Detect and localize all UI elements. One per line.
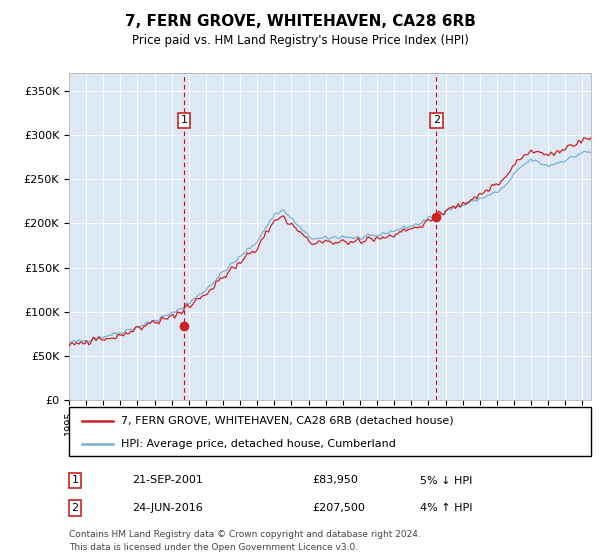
Text: 1: 1	[181, 115, 188, 125]
Text: 2: 2	[71, 503, 79, 513]
Text: HPI: Average price, detached house, Cumberland: HPI: Average price, detached house, Cumb…	[121, 439, 396, 449]
Text: 4% ↑ HPI: 4% ↑ HPI	[420, 503, 473, 513]
Text: This data is licensed under the Open Government Licence v3.0.: This data is licensed under the Open Gov…	[69, 543, 358, 552]
Text: £207,500: £207,500	[312, 503, 365, 513]
FancyBboxPatch shape	[69, 407, 591, 456]
Text: 1: 1	[71, 475, 79, 486]
Text: 5% ↓ HPI: 5% ↓ HPI	[420, 475, 472, 486]
Text: 21-SEP-2001: 21-SEP-2001	[132, 475, 203, 486]
Text: 7, FERN GROVE, WHITEHAVEN, CA28 6RB: 7, FERN GROVE, WHITEHAVEN, CA28 6RB	[125, 14, 475, 29]
Text: £83,950: £83,950	[312, 475, 358, 486]
Text: 7, FERN GROVE, WHITEHAVEN, CA28 6RB (detached house): 7, FERN GROVE, WHITEHAVEN, CA28 6RB (det…	[121, 416, 454, 426]
Text: 2: 2	[433, 115, 440, 125]
Text: 24-JUN-2016: 24-JUN-2016	[132, 503, 203, 513]
Text: Price paid vs. HM Land Registry's House Price Index (HPI): Price paid vs. HM Land Registry's House …	[131, 34, 469, 46]
Text: Contains HM Land Registry data © Crown copyright and database right 2024.: Contains HM Land Registry data © Crown c…	[69, 530, 421, 539]
